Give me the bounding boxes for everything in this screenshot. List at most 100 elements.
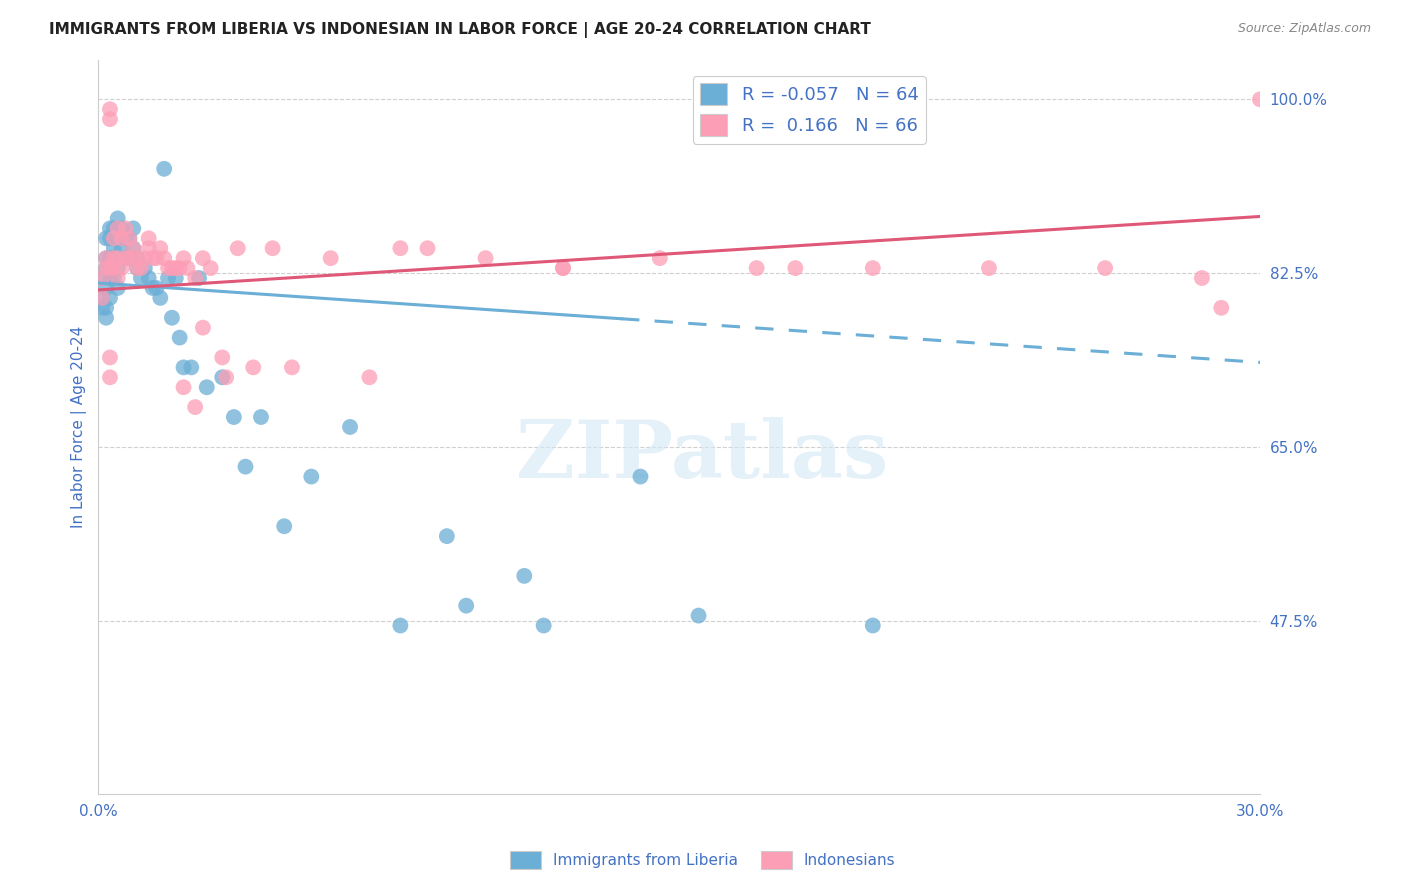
Point [138,271,160,285]
Point [110,221,132,235]
Point [191,320,214,334]
Point [118,251,141,265]
Point [688,608,710,623]
Point [98,261,121,276]
Point [91,271,114,285]
Point [211,370,233,384]
Point [242,360,264,375]
Point [184,271,207,285]
Point [145,251,167,265]
Point [222,410,245,425]
Point [98,370,121,384]
Point [103,251,125,265]
Point [977,261,1000,276]
Point [551,261,574,276]
Point [110,231,132,245]
Point [94,231,117,245]
Point [153,161,176,176]
Point [91,271,114,285]
Point [169,330,191,344]
Point [103,251,125,265]
Point [107,261,129,276]
Point [114,221,136,235]
Point [125,261,148,276]
Text: ZIPatlas: ZIPatlas [516,417,889,495]
Point [98,291,121,305]
Point [145,281,167,295]
Point [91,301,114,315]
Point [191,251,214,265]
Point [118,231,141,245]
Point [91,291,114,305]
Point [114,251,136,265]
Point [107,271,129,285]
Point [98,112,121,127]
Point [103,231,125,245]
Point [125,251,148,265]
Point [173,380,195,394]
Point [94,301,117,315]
Point [138,231,160,245]
Point [169,261,191,276]
Point [533,618,555,632]
Point [107,281,129,295]
Point [165,271,187,285]
Point [122,241,145,255]
Point [94,251,117,265]
Point [339,420,361,434]
Point [142,281,165,295]
Point [107,211,129,226]
Point [94,281,117,295]
Point [107,251,129,265]
Text: Source: ZipAtlas.com: Source: ZipAtlas.com [1237,22,1371,36]
Point [273,519,295,533]
Point [281,360,304,375]
Legend: Immigrants from Liberia, Indonesians: Immigrants from Liberia, Indonesians [505,845,901,875]
Point [122,241,145,255]
Point [160,261,183,276]
Point [173,251,195,265]
Point [226,241,249,255]
Point [114,251,136,265]
Point [103,221,125,235]
Point [630,469,652,483]
Point [142,251,165,265]
Point [235,459,257,474]
Point [389,618,412,632]
Point [107,251,129,265]
Point [98,102,121,116]
Point [110,261,132,276]
Y-axis label: In Labor Force | Age 20-24: In Labor Force | Age 20-24 [72,326,87,528]
Point [176,261,198,276]
Point [173,360,195,375]
Point [94,261,117,276]
Point [129,261,152,276]
Point [215,370,238,384]
Point [149,241,172,255]
Point [103,241,125,255]
Point [456,599,478,613]
Point [138,241,160,255]
Text: IMMIGRANTS FROM LIBERIA VS INDONESIAN IN LABOR FORCE | AGE 20-24 CORRELATION CHA: IMMIGRANTS FROM LIBERIA VS INDONESIAN IN… [49,22,872,38]
Point [551,261,574,276]
Point [118,231,141,245]
Point [157,271,180,285]
Point [149,291,172,305]
Point [129,271,152,285]
Point [98,221,121,235]
Point [319,251,342,265]
Point [180,360,202,375]
Point [160,310,183,325]
Point [474,251,496,265]
Point [389,241,412,255]
Point [1191,271,1213,285]
Point [134,251,156,265]
Point [91,291,114,305]
Point [110,241,132,255]
Point [299,469,322,483]
Point [1249,92,1271,106]
Point [1211,301,1233,315]
Point [862,618,884,632]
Point [153,251,176,265]
Point [184,400,207,414]
